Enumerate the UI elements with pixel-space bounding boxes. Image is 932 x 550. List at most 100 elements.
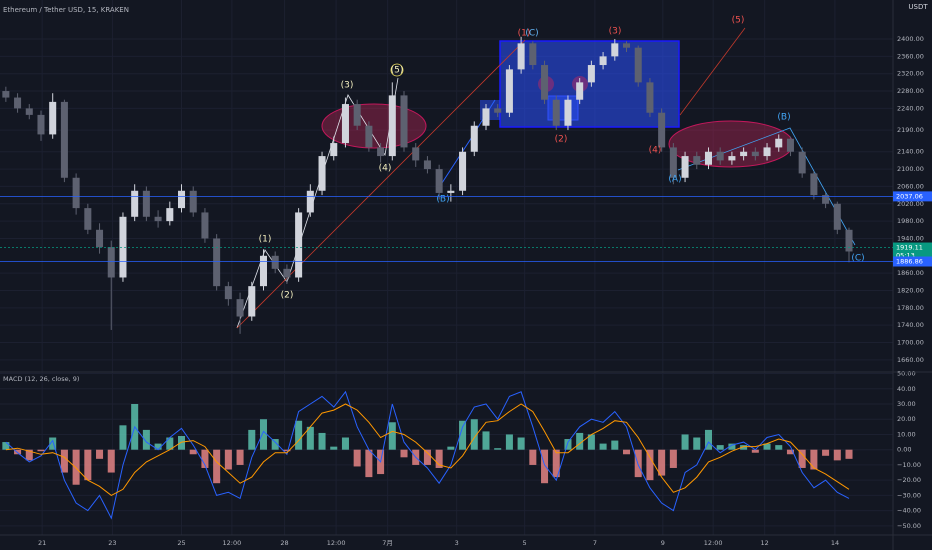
histogram-bar xyxy=(154,443,162,450)
x-tick-label: 12:00 xyxy=(704,539,723,547)
candle-body xyxy=(833,203,841,230)
x-tick-label: 5 xyxy=(523,539,527,547)
wave-label: (2) xyxy=(281,291,294,301)
x-tick-label: 14 xyxy=(831,539,839,547)
wave-label: (3) xyxy=(609,27,622,37)
y-tick-label: −20.00 xyxy=(897,476,921,484)
candle-body xyxy=(318,156,326,191)
y-tick-label: 2280.00 xyxy=(897,87,924,95)
y-tick-label: 1940.00 xyxy=(897,234,924,242)
x-tick-label: 3 xyxy=(455,539,459,547)
wave-label: (4) xyxy=(649,146,662,156)
y-tick-label: 2400.00 xyxy=(897,35,924,43)
x-tick-label: 21 xyxy=(38,539,46,547)
candle-body xyxy=(107,247,115,278)
histogram-bar xyxy=(224,449,232,470)
candle-body xyxy=(740,151,748,157)
candle-body xyxy=(400,95,408,148)
x-tick-label: 28 xyxy=(280,539,288,547)
y-tick-label: −10.00 xyxy=(897,461,921,469)
candle-body xyxy=(84,208,92,230)
histogram-bar xyxy=(459,420,467,450)
candle-body xyxy=(213,238,221,287)
y-tick-label: 1740.00 xyxy=(897,321,924,329)
candle-body xyxy=(131,190,139,217)
histogram-bar xyxy=(623,449,631,455)
candle-body xyxy=(634,47,642,83)
price-tag-label: 1886.86 xyxy=(896,258,923,266)
candle-body xyxy=(72,177,80,209)
candle-body xyxy=(763,147,771,157)
candle-body xyxy=(552,99,560,126)
histogram-bar xyxy=(388,422,396,450)
y-tick-label: 30.00 xyxy=(897,400,916,408)
price-tag-label: 2037.06 xyxy=(896,192,923,200)
y-tick-label: −30.00 xyxy=(897,491,921,499)
candle-body xyxy=(505,69,513,113)
candle-body xyxy=(669,147,677,178)
histogram-bar xyxy=(763,443,771,450)
y-tick-label: 50.00 xyxy=(897,370,916,378)
price-tag xyxy=(893,256,932,267)
histogram-bar xyxy=(775,445,783,450)
histogram-bar xyxy=(658,449,666,476)
x-tick-label: 12:00 xyxy=(223,539,242,547)
y-tick-label: 40.00 xyxy=(897,385,916,393)
candle-body xyxy=(365,125,373,148)
histogram-bar xyxy=(716,445,724,450)
histogram-bar xyxy=(810,449,818,470)
price-tag xyxy=(893,242,932,261)
histogram-bar xyxy=(213,449,221,484)
histogram-bar xyxy=(295,420,303,450)
candle-body xyxy=(786,138,794,152)
histogram-bar xyxy=(353,449,361,467)
price-tag-label: 1919.11 xyxy=(896,244,923,252)
histogram-bar xyxy=(470,419,478,450)
histogram-bar xyxy=(2,442,10,450)
candle-body xyxy=(283,268,291,278)
candle-body xyxy=(236,299,244,317)
histogram-bar xyxy=(833,449,841,461)
y-tick-label: 2140.00 xyxy=(897,148,924,156)
candle-body xyxy=(37,114,45,135)
histogram-bar xyxy=(822,449,830,456)
candle-body xyxy=(529,43,537,66)
candle-body xyxy=(388,95,396,157)
candle-body xyxy=(14,97,22,109)
candle-body xyxy=(798,151,806,174)
candle-body xyxy=(224,286,232,300)
candle-body xyxy=(822,195,830,204)
histogram-bar xyxy=(201,449,209,468)
x-tick-label: 7月 xyxy=(382,539,393,547)
highlight-box xyxy=(547,95,579,121)
candle-body xyxy=(353,104,361,126)
wave-labels: (1) (2) (3) (4) (5) (B) (A) (B) (C) (1) … xyxy=(259,16,865,301)
histogram-bar xyxy=(704,429,712,450)
candle-body xyxy=(576,82,584,100)
trend-line xyxy=(679,27,746,116)
histogram-bar xyxy=(178,435,186,450)
histogram-bar xyxy=(447,446,455,450)
wave-label: (B) xyxy=(777,113,790,123)
candle-body xyxy=(330,143,338,157)
histogram-bar xyxy=(49,437,57,450)
y-tick-label: 1660.00 xyxy=(897,356,924,364)
candle-body xyxy=(412,147,420,161)
histogram-bar xyxy=(60,449,68,473)
histogram-bar xyxy=(552,449,560,478)
candle-body xyxy=(541,65,549,100)
candle-body xyxy=(693,156,701,165)
indicator-title: MACD (12, 26, close, 9) xyxy=(3,375,79,383)
candle-body xyxy=(201,212,209,239)
candle-body xyxy=(271,255,279,269)
wave-label: (B) xyxy=(436,195,449,205)
histogram-bar xyxy=(423,449,431,465)
histogram-bar xyxy=(248,429,256,450)
wave-label: (5) xyxy=(732,16,745,26)
candle-body xyxy=(259,255,267,287)
candle-body xyxy=(447,190,455,193)
wave-label: (A) xyxy=(668,175,681,185)
histogram-bar xyxy=(341,437,349,450)
